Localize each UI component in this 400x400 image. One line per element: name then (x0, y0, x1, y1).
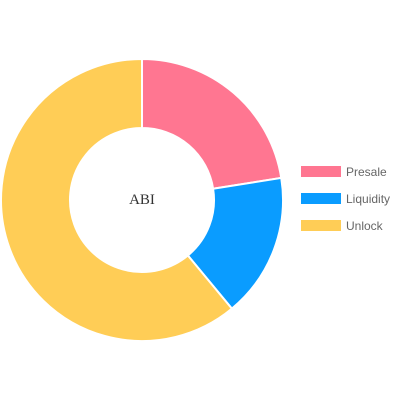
legend-label-unlock: Unlock (346, 219, 384, 233)
legend-item-liquidity[interactable]: Liquidity (301, 192, 390, 206)
slice-presale[interactable] (141, 57, 283, 190)
legend-swatch-liquidity (301, 193, 341, 204)
legend-swatch-presale (301, 166, 341, 177)
legend-label-presale: Presale (346, 165, 387, 179)
donut-slices (0, 57, 284, 342)
legend-label-liquidity: Liquidity (346, 192, 390, 206)
center-label: ABI (129, 192, 155, 208)
legend-item-unlock[interactable]: Unlock (301, 219, 384, 233)
legend-swatch-unlock (301, 220, 341, 231)
legend: Presale Liquidity Unlock (301, 165, 390, 233)
slice-unlock[interactable] (0, 57, 234, 342)
legend-item-presale[interactable]: Presale (301, 165, 387, 179)
